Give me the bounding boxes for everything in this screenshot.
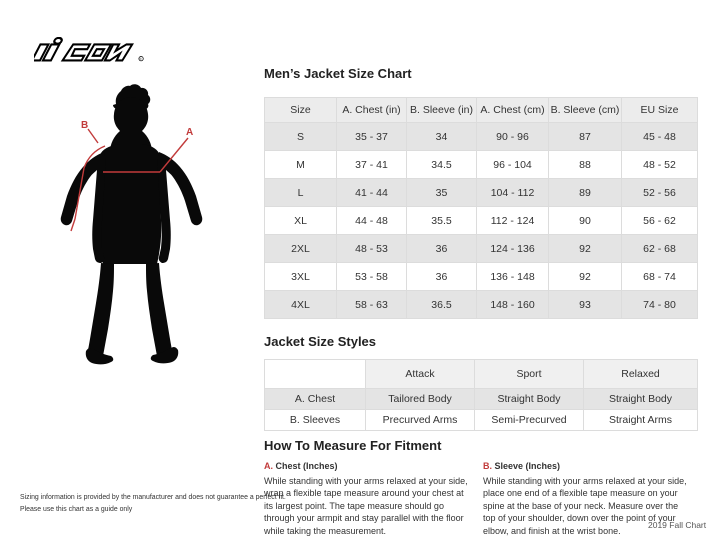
svg-text:B: B (81, 120, 88, 131)
svg-text:A: A (186, 127, 193, 138)
